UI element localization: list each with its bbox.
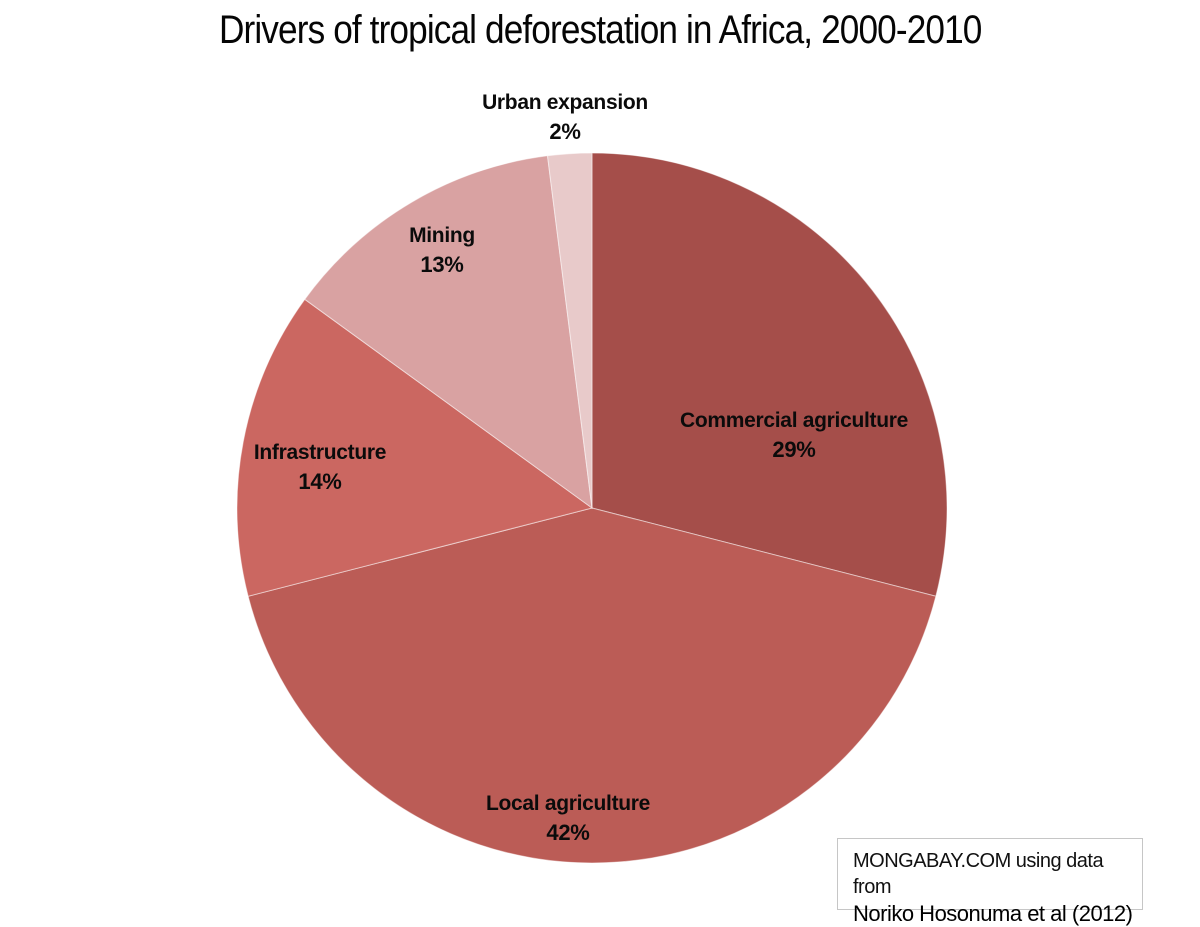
slice-label-text: Urban expansion bbox=[482, 91, 648, 114]
slice-label-commercial-agriculture: Commercial agriculture 29% bbox=[680, 407, 908, 464]
slice-label-value: 13% bbox=[420, 251, 464, 277]
slice-label-value: 14% bbox=[298, 468, 342, 494]
slice-label-text: Commercial agriculture bbox=[680, 409, 908, 432]
pie-slice-urban-expansion bbox=[546, 152, 593, 509]
pie-slice-commercial-agriculture bbox=[591, 152, 948, 597]
pie-slice-local-agriculture bbox=[247, 507, 937, 864]
pie-slice-mining bbox=[304, 155, 593, 510]
credit-line-1: MONGABAY.COM using data from bbox=[853, 850, 1104, 898]
slice-label-infrastructure: Infrastructure 14% bbox=[253, 439, 387, 496]
slice-label-urban-expansion: Urban expansion 2% bbox=[482, 89, 648, 146]
slice-label-value: 2% bbox=[549, 118, 581, 144]
slice-label-mining: Mining 13% bbox=[409, 222, 475, 279]
pie-slice-infrastructure bbox=[236, 298, 594, 597]
credit-line-2: Noriko Hosonuma et al (2012) bbox=[853, 901, 1133, 926]
slice-label-value: 29% bbox=[772, 436, 816, 462]
slice-label-local-agriculture: Local agriculture 42% bbox=[486, 790, 650, 847]
title-container: Drivers of tropical deforestation in Afr… bbox=[0, 8, 1200, 53]
slice-label-text: Infrastructure bbox=[253, 441, 387, 464]
slice-label-value: 42% bbox=[546, 819, 590, 845]
credit-box: MONGABAY.COM using data from Noriko Hoso… bbox=[837, 838, 1143, 926]
page-title: Drivers of tropical deforestation in Afr… bbox=[218, 8, 982, 52]
slice-label-text: Mining bbox=[409, 224, 475, 247]
slice-label-text: Local agriculture bbox=[485, 792, 651, 815]
